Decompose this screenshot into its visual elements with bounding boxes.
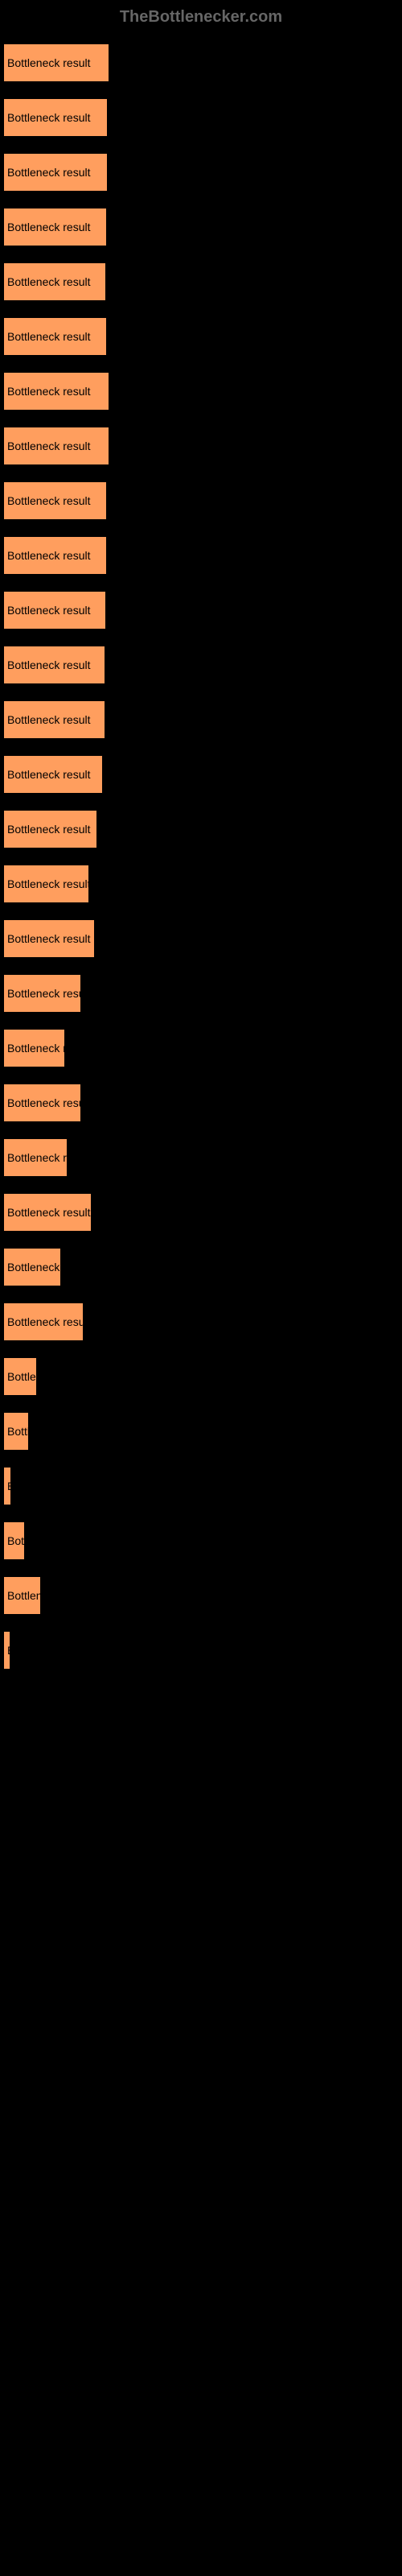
bar-chart: Bottleneck result Bottleneck result Bottle… bbox=[0, 43, 402, 1670]
bar: Bottleneck result bbox=[4, 1084, 80, 1121]
bar-row: Bottleneck result bbox=[4, 262, 398, 302]
bar: Bottleneck result bbox=[4, 1139, 67, 1176]
bar-row: Bottleneck result bbox=[4, 1083, 398, 1123]
bar: Bottleneck result bbox=[4, 1030, 64, 1067]
bar-row: Bottleneck result bbox=[4, 97, 398, 138]
bar-row: Bottleneck result bbox=[4, 207, 398, 247]
bar: Bottleneck result bbox=[4, 1358, 36, 1395]
bar: Bottleneck result bbox=[4, 1522, 24, 1559]
bar: Bottleneck result bbox=[4, 482, 106, 519]
bar-row: Bottleneck result bbox=[4, 1575, 398, 1616]
bar: Bottleneck result bbox=[4, 865, 88, 902]
bar-row: Bottleneck result bbox=[4, 919, 398, 959]
bar-row: Bottleneck result bbox=[4, 700, 398, 740]
bar-row: Bottleneck result bbox=[4, 590, 398, 630]
bar-row: Bottleneck result bbox=[4, 152, 398, 192]
bar: Bottleneck result bbox=[4, 99, 107, 136]
site-header: TheBottlenecker.com bbox=[0, 8, 402, 27]
bar: Bottleneck result bbox=[4, 44, 109, 81]
bar: Bottleneck result bbox=[4, 701, 105, 738]
bar: Bottleneck result bbox=[4, 373, 109, 410]
bar-row: Bottleneck result bbox=[4, 1356, 398, 1397]
bar-row: Bottleneck result bbox=[4, 426, 398, 466]
bar-row: Bottleneck result bbox=[4, 1028, 398, 1068]
bar-row: Bottleneck result bbox=[4, 535, 398, 576]
bar: Bottleneck result bbox=[4, 1577, 40, 1614]
bar: Bottleneck result bbox=[4, 537, 106, 574]
bar-row: Bottleneck result bbox=[4, 1630, 398, 1670]
bar: Bottleneck result bbox=[4, 1194, 91, 1231]
bar-row: Bottleneck result bbox=[4, 43, 398, 83]
bar: Bottleneck result bbox=[4, 318, 106, 355]
bar-row: Bottleneck result bbox=[4, 481, 398, 521]
bar: Bottleneck result bbox=[4, 646, 105, 683]
bar-row: Bottleneck result bbox=[4, 1302, 398, 1342]
bar: Bottleneck result bbox=[4, 592, 105, 629]
bar-row: Bottleneck result bbox=[4, 645, 398, 685]
bar: Bottleneck result bbox=[4, 208, 106, 246]
bar-row: Bottleneck result bbox=[4, 1466, 398, 1506]
bar: Bottleneck result bbox=[4, 1303, 83, 1340]
bar: Bottleneck result bbox=[4, 1413, 28, 1450]
bar: Bottleneck result bbox=[4, 811, 96, 848]
bar-row: Bottleneck result bbox=[4, 1521, 398, 1561]
bar-row: Bottleneck result bbox=[4, 754, 398, 795]
bar-row: Bottleneck result bbox=[4, 1247, 398, 1287]
bar: Bottleneck result bbox=[4, 154, 107, 191]
bar: Bottleneck result bbox=[4, 1249, 60, 1286]
bar: Bottleneck result bbox=[4, 1632, 10, 1669]
bar: Bottleneck result bbox=[4, 756, 102, 793]
bar: Bottleneck result bbox=[4, 427, 109, 464]
bar: Bottleneck result bbox=[4, 975, 80, 1012]
bar-row: Bottleneck result bbox=[4, 864, 398, 904]
bar-row: Bottleneck result bbox=[4, 1192, 398, 1232]
bar-row: Bottleneck result bbox=[4, 809, 398, 849]
bar: Bottleneck result bbox=[4, 920, 94, 957]
bar-row: Bottleneck result bbox=[4, 1411, 398, 1451]
bar: Bottleneck result bbox=[4, 1468, 10, 1505]
bar-row: Bottleneck result bbox=[4, 316, 398, 357]
bar-row: Bottleneck result bbox=[4, 371, 398, 411]
bar-row: Bottleneck result bbox=[4, 973, 398, 1013]
bar-row: Bottleneck result bbox=[4, 1137, 398, 1178]
bar: Bottleneck result bbox=[4, 263, 105, 300]
